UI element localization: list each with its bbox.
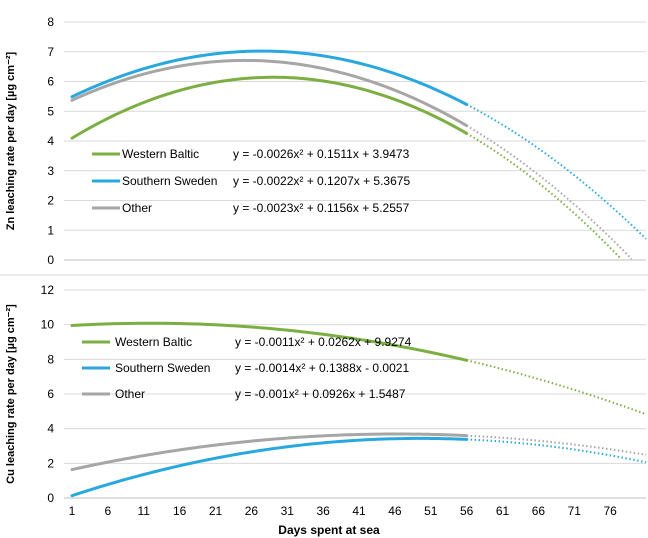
cu-y-tick-label: 12 (41, 283, 55, 297)
zn-equation-southern-sweden: y = -0.0022x² + 0.1207x + 5.3675 (233, 174, 410, 188)
cu-x-tick-label: 46 (388, 504, 402, 518)
cu-series-line-southern-sweden (70, 436, 469, 498)
zn-y-tick-label: 5 (47, 104, 54, 118)
zn-y-tick-label: 8 (47, 15, 54, 29)
zn-y-tick-label: 6 (47, 75, 54, 89)
cu-x-tick-label: 41 (352, 504, 366, 518)
cu-x-tick-label: 71 (568, 504, 582, 518)
cu-series-line-other (70, 432, 469, 472)
cu-x-tick-label: 61 (496, 504, 510, 518)
cu-legend-label-other: Other (115, 387, 145, 401)
cu-y-tick-label: 10 (41, 318, 55, 332)
zn-y-tick-label: 2 (47, 194, 54, 208)
cu-equation-southern-sweden: y = -0.0014x² + 0.1388x - 0.0021 (235, 361, 409, 375)
cu-series-projection-western-baltic (466, 359, 647, 416)
cu-x-tick-label: 1 (69, 504, 76, 518)
cu-x-tick-label: 11 (138, 504, 151, 518)
series-lines (70, 49, 647, 498)
axes (0, 259, 648, 499)
cu-x-tick-label: 26 (245, 504, 259, 518)
cu-series-line-western-baltic (70, 321, 469, 362)
zn-y-tick-label: 1 (47, 223, 54, 237)
cu-y-axis-title: Cu leaching rate per day [µg cm⁻²] (5, 304, 17, 484)
cu-series-projection-other (466, 434, 647, 456)
zn-y-tick-label: 0 (47, 253, 54, 267)
cu-y-tick-label: 6 (47, 387, 54, 401)
gridlines (64, 21, 646, 464)
cu-y-tick-label: 2 (47, 456, 54, 470)
zn-y-axis-title: Zn leaching rate per day [µg cm⁻²] (5, 51, 17, 230)
zn-series-projection-western-baltic (466, 132, 622, 260)
cu-equation-other: y = -0.001x² + 0.0926x + 1.5487 (235, 387, 406, 401)
zn-series-projection-southern-sweden (466, 103, 647, 240)
cu-x-tick-label: 6 (105, 504, 112, 518)
zn-y-tick-label: 3 (47, 164, 54, 178)
cu-legend-label-western-baltic: Western Baltic (115, 335, 192, 349)
cu-x-tick-label: 16 (173, 504, 187, 518)
cu-x-tick-label: 21 (209, 504, 223, 518)
cu-x-tick-label: 66 (532, 504, 546, 518)
cu-x-axis-title: Days spent at sea (278, 523, 380, 537)
zn-legend-label-southern-sweden: Southern Sweden (122, 174, 217, 188)
cu-equation-western-baltic: y = -0.0011x² + 0.0262x + 9.9274 (235, 335, 412, 349)
zn-equation-western-baltic: y = -0.0026x² + 0.1511x + 3.9473 (233, 147, 410, 161)
cu-y-tick-label: 4 (47, 422, 54, 436)
zn-series-line-western-baltic (70, 75, 469, 140)
cu-x-tick-label: 51 (424, 504, 438, 518)
zn-y-tick-label: 4 (47, 134, 54, 148)
cu-y-tick-label: 8 (47, 352, 54, 366)
zn-equation-other: y = -0.0023x² + 0.1156x + 5.2557 (233, 201, 410, 215)
cu-x-tick-label: 56 (460, 504, 474, 518)
zn-legend-label-western-baltic: Western Baltic (122, 147, 199, 161)
cu-legend-label-southern-sweden: Southern Sweden (115, 361, 210, 375)
zn-y-tick-label: 7 (47, 45, 54, 59)
zn-series-projection-other (466, 124, 633, 260)
zn-series-line-other (70, 58, 469, 128)
cu-x-tick-label: 36 (316, 504, 330, 518)
cu-y-tick-label: 0 (47, 491, 54, 505)
zn-series-line-southern-sweden (70, 49, 469, 106)
cu-x-tick-label: 76 (603, 504, 617, 518)
zn-legend-label-other: Other (122, 201, 152, 215)
cu-x-tick-label: 31 (281, 504, 295, 518)
